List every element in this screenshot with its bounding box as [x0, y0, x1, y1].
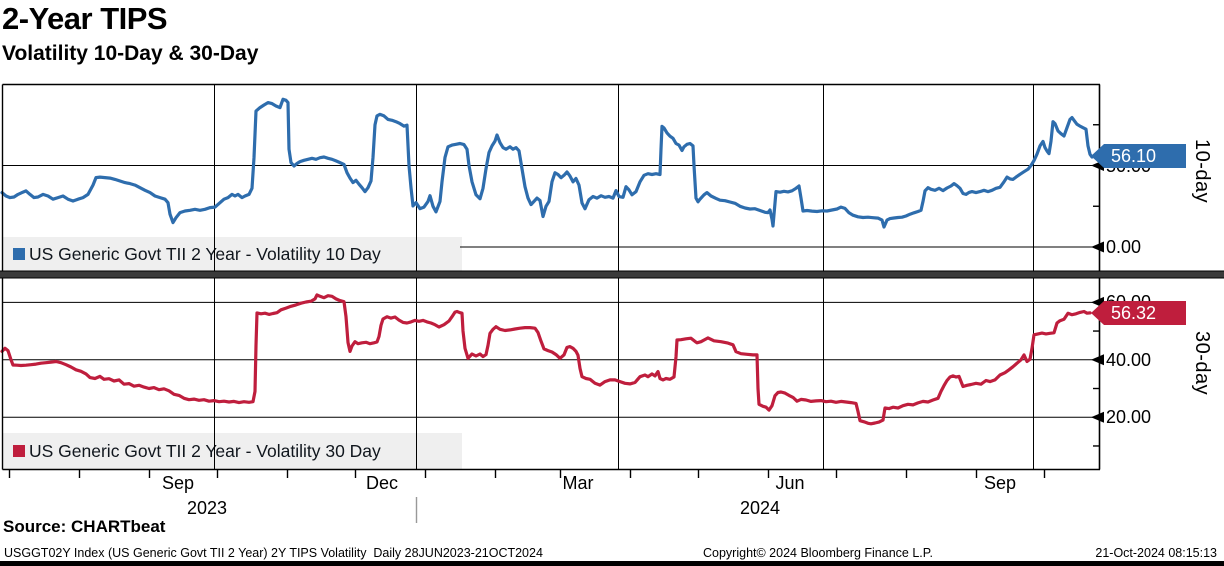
- last-value-badge-30-day: 56.32: [1091, 301, 1186, 325]
- legend-swatch-red-icon: [13, 445, 25, 457]
- y-tick-label: 20.00: [1106, 407, 1152, 427]
- footer-timestamp: 21-Oct-2024 08:15:13: [1095, 546, 1217, 560]
- x-axis-month-label: Sep: [983, 473, 1017, 493]
- legend-label: US Generic Govt TII 2 Year - Volatility …: [29, 440, 381, 461]
- last-value-badge-10-day: 56.10: [1091, 144, 1186, 168]
- y-tick-label: 40.00: [1106, 350, 1152, 370]
- footer-security-description: USGGT02Y Index (US Generic Govt TII 2 Ye…: [4, 546, 543, 560]
- x-axis-month-label: Mar: [562, 473, 594, 493]
- legend-swatch-blue-icon: [13, 248, 25, 260]
- y-tick-label: 0.00: [1106, 237, 1142, 257]
- legend-label: US Generic Govt TII 2 Year - Volatility …: [29, 243, 381, 264]
- panel-axis-label-10-day: 10-day: [1191, 139, 1213, 204]
- x-axis-month-label: Sep: [161, 473, 195, 493]
- x-axis-year-label: 2023: [186, 498, 228, 518]
- footer-copyright: Copyright© 2024 Bloomberg Finance L.P.: [703, 546, 933, 560]
- x-axis-month-label: Dec: [365, 473, 398, 493]
- bottom-bar: [0, 561, 1224, 566]
- legend-volatility-10-day[interactable]: US Generic Govt TII 2 Year - Volatility …: [3, 237, 462, 271]
- x-axis-month-label: Jun: [775, 473, 805, 493]
- page-subtitle: Volatility 10-Day & 30-Day: [2, 42, 259, 65]
- legend-volatility-30-day[interactable]: US Generic Govt TII 2 Year - Volatility …: [3, 433, 462, 469]
- page-title: 2-Year TIPS: [2, 1, 168, 36]
- panel-axis-label-30-day: 30-day: [1191, 331, 1213, 396]
- x-axis-year-label: 2024: [739, 498, 781, 518]
- source-line: Source: CHARTbeat: [3, 517, 166, 536]
